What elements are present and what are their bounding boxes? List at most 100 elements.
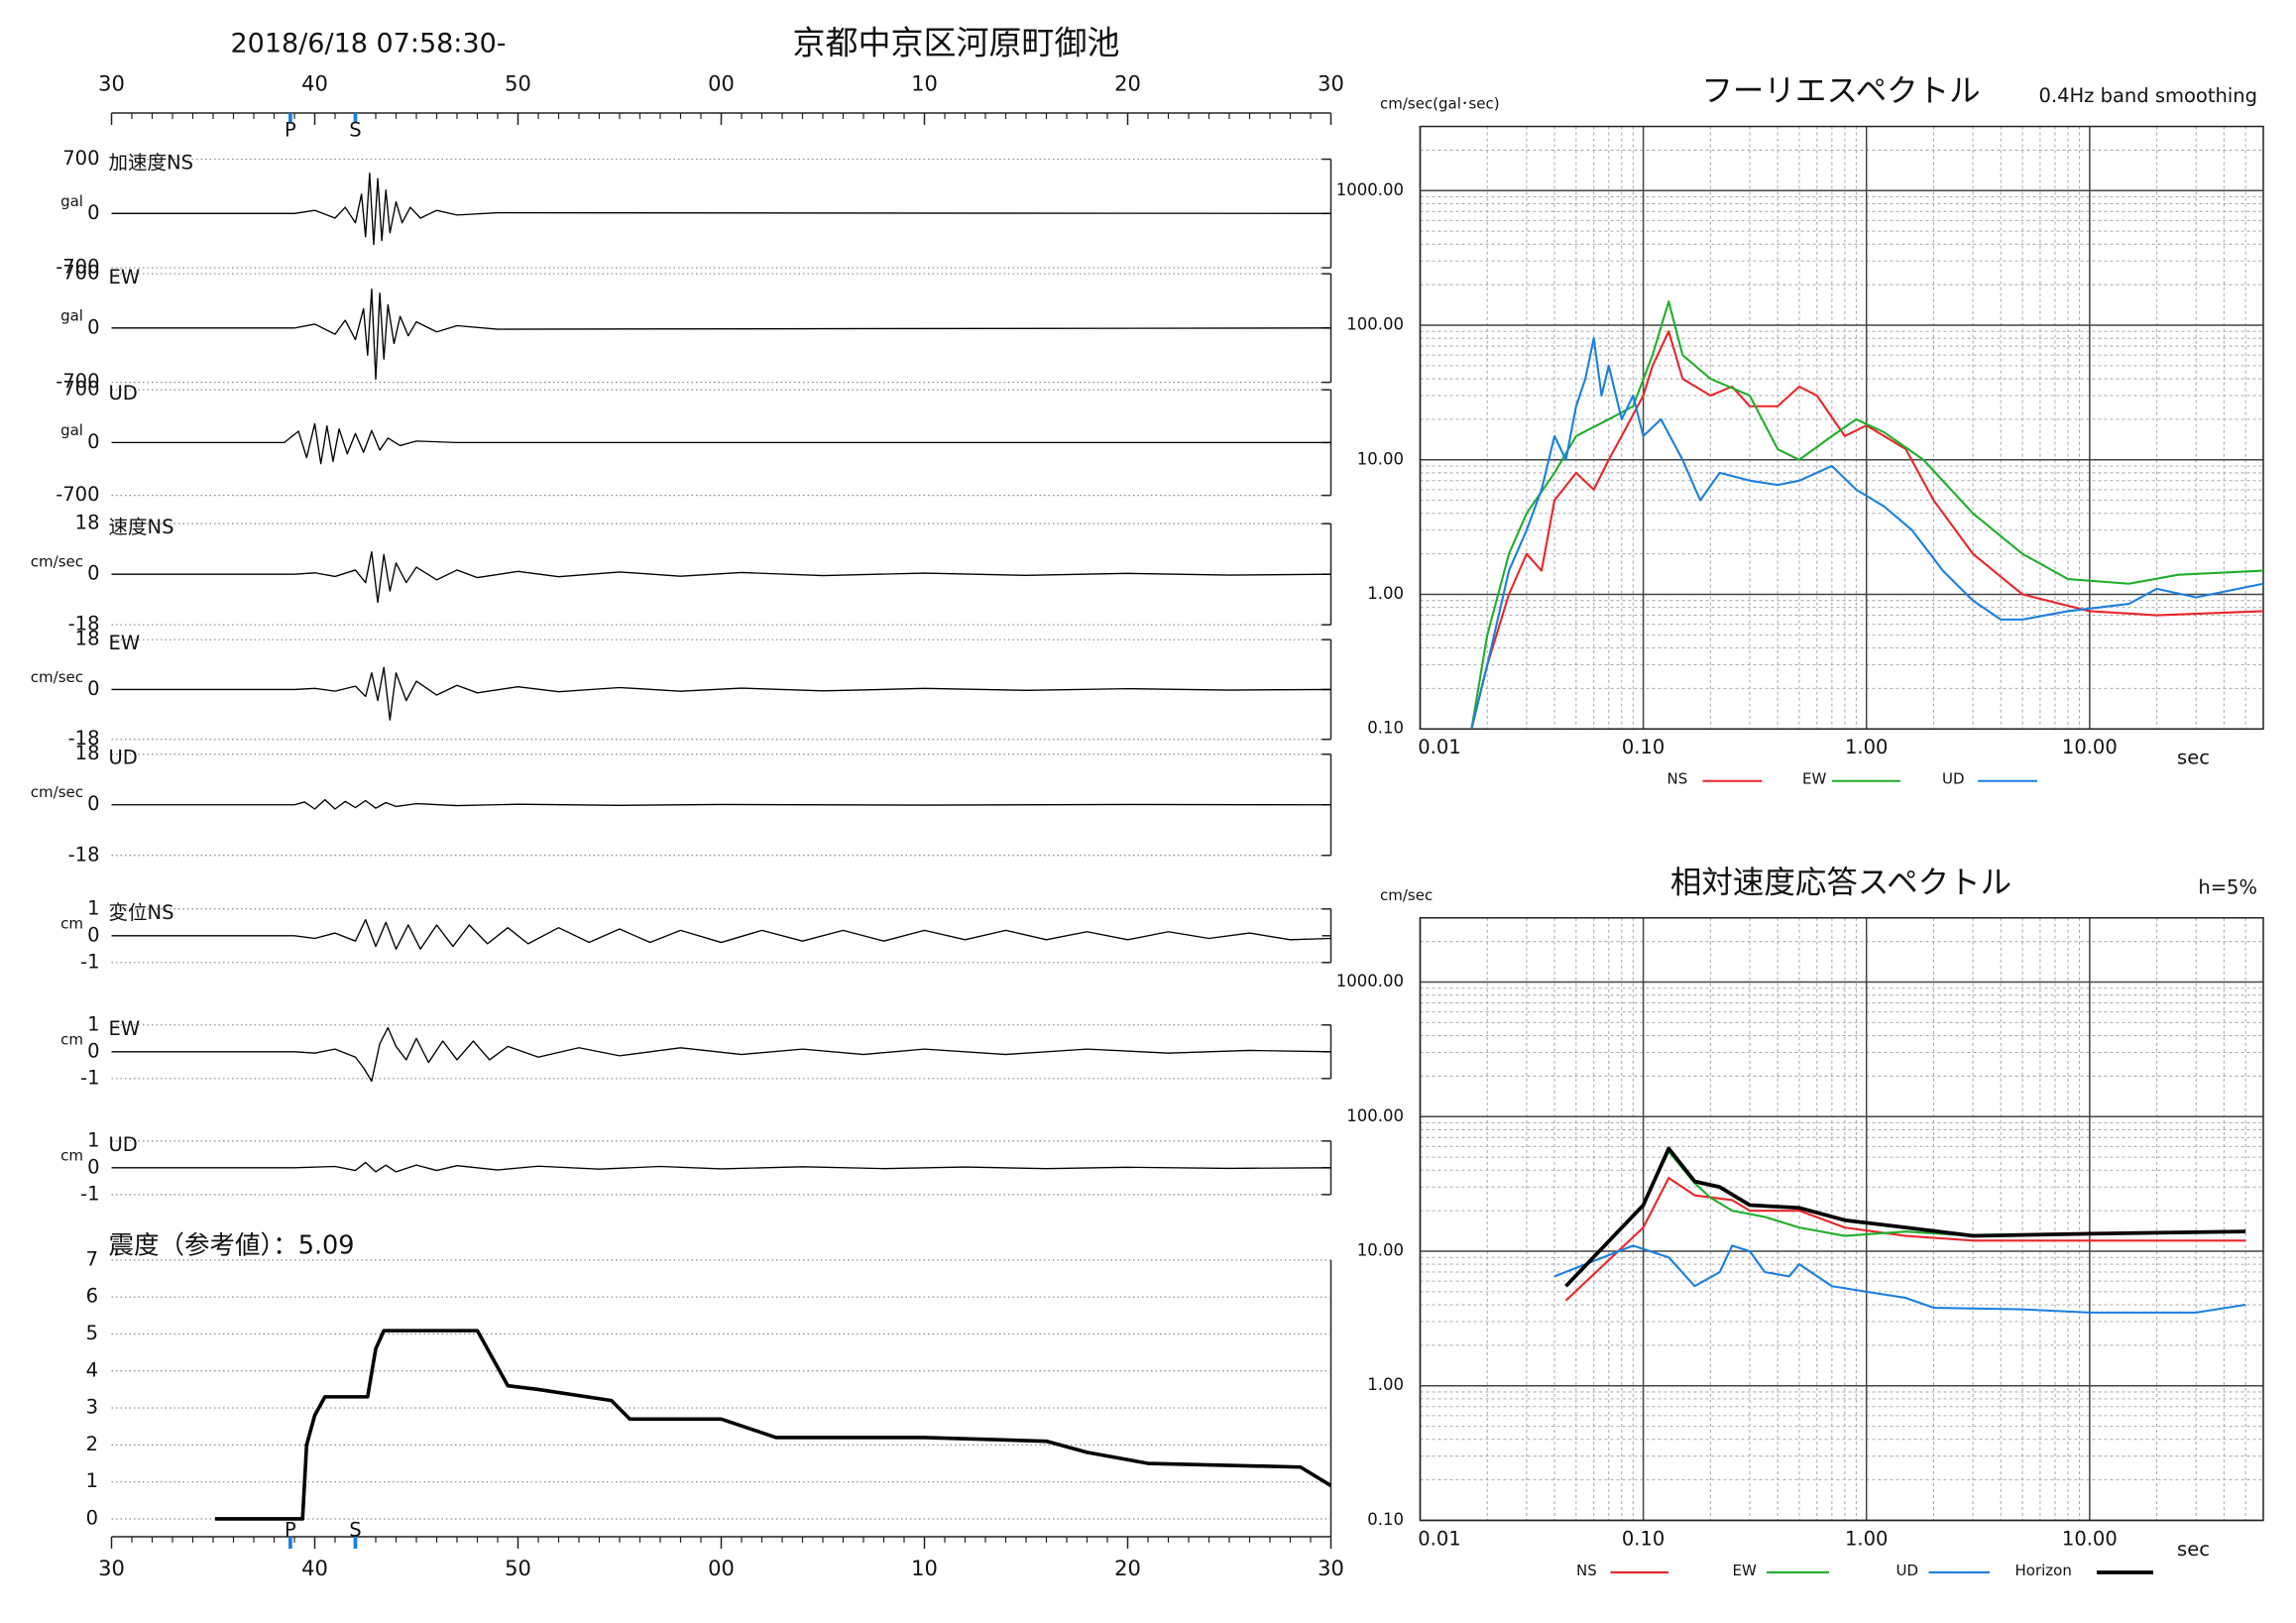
legend-label: UD	[1895, 1562, 1918, 1579]
trace-label: EW	[108, 632, 140, 654]
y-tick-label: -700	[56, 256, 99, 279]
spectrum-line	[1564, 1150, 2246, 1287]
trace-label: EW	[108, 266, 140, 289]
time-tick-label: 20	[1114, 1557, 1141, 1580]
time-tick-label: 00	[708, 1557, 735, 1580]
trace-label: 加速度NS	[108, 152, 192, 174]
legend-label: Horizon	[2014, 1562, 2071, 1579]
y-tick-label: 0	[87, 1155, 99, 1178]
unit-label: cm/sec	[31, 553, 83, 571]
y-tick-label: -18	[68, 727, 100, 750]
time-tick-label: 30	[1318, 72, 1344, 96]
time-tick-label: 40	[301, 1557, 328, 1580]
y-tick-label: 700	[62, 262, 99, 285]
y-tick-label: 1	[87, 1012, 99, 1035]
y-axis-label: cm/sec	[1380, 886, 1433, 904]
spectrum-line	[1470, 337, 2264, 730]
y-tick-label: 0	[87, 1039, 99, 1062]
y-tick-label: 1	[87, 896, 99, 919]
y-tick-label: 0	[87, 315, 99, 338]
y-tick-label: -1	[80, 950, 99, 973]
intensity-line	[215, 1329, 1332, 1521]
unit-label: cm/sec	[31, 668, 83, 686]
y-tick-label: -700	[56, 483, 99, 506]
legend-label: NS	[1576, 1562, 1597, 1579]
y-tick-label: 0	[87, 923, 99, 946]
trace-label: 変位NS	[108, 901, 173, 924]
y-tick-label: 3	[86, 1396, 98, 1419]
trace-label: 速度NS	[108, 516, 173, 538]
y-tick-label: 1.00	[1367, 1375, 1404, 1394]
phase-label: P	[285, 1518, 296, 1541]
y-tick-label: 0.10	[1367, 1510, 1404, 1529]
time-tick-label: 00	[708, 72, 735, 96]
x-tick-label: 10.00	[2062, 736, 2118, 758]
unit-label: cm	[60, 1146, 83, 1164]
y-tick-label: 0	[87, 792, 99, 815]
time-tick-label: 30	[1318, 1557, 1344, 1580]
time-tick-label: 30	[98, 72, 125, 96]
legend-label: EW	[1733, 1562, 1757, 1579]
y-tick-label: 10.00	[1357, 449, 1404, 468]
time-tick-label: 50	[505, 72, 531, 96]
time-tick-label: 30	[98, 1557, 125, 1580]
y-tick-label: 7	[86, 1247, 98, 1270]
time-tick-label: 10	[911, 1557, 938, 1580]
trace-label: UD	[108, 1133, 137, 1156]
y-tick-label: 100.00	[1346, 315, 1404, 334]
x-tick-label: 10.00	[2062, 1527, 2118, 1550]
unit-label: cm/sec	[31, 783, 83, 801]
spectrum-line	[1564, 1177, 2246, 1302]
waveform	[111, 289, 1331, 381]
waveform	[111, 422, 1331, 465]
station-name: 京都中京区河原町御池	[793, 24, 1120, 62]
trace-label: EW	[108, 1017, 140, 1040]
phase-label: S	[349, 119, 361, 142]
y-tick-label: 2	[86, 1433, 98, 1455]
spectrum-subtitle: h=5%	[2198, 875, 2257, 898]
y-axis-label: cm/sec(gal･sec)	[1380, 95, 1500, 113]
y-tick-label: 5	[86, 1322, 98, 1344]
waveform	[111, 1161, 1331, 1173]
legend-label: UD	[1942, 770, 1965, 788]
x-tick-label: 1.00	[1845, 736, 1888, 758]
y-tick-label: -1	[80, 1182, 99, 1205]
unit-label: gal	[60, 306, 83, 324]
spectrum-line	[1470, 300, 2264, 730]
unit-label: cm	[60, 1030, 83, 1048]
unit-label: gal	[60, 192, 83, 210]
plot-frame	[1419, 125, 2264, 730]
waveform	[111, 172, 1331, 246]
spectrum-subtitle: 0.4Hz band smoothing	[2038, 84, 2257, 107]
y-tick-label: 6	[86, 1285, 98, 1308]
y-tick-label: 1000.00	[1336, 972, 1404, 990]
x-axis-label: sec	[2177, 747, 2210, 769]
legend-label: NS	[1667, 770, 1688, 788]
y-tick-label: 0	[87, 201, 99, 224]
time-tick-label: 10	[911, 72, 938, 96]
unit-label: gal	[60, 421, 83, 439]
time-tick-label: 50	[505, 1557, 531, 1580]
phase-label: P	[285, 119, 296, 142]
waveform	[111, 666, 1331, 721]
x-tick-label: 0.10	[1622, 736, 1665, 758]
time-tick-label: 20	[1114, 72, 1141, 96]
y-tick-label: 0	[87, 562, 99, 585]
y-tick-label: 4	[86, 1358, 98, 1381]
plot-frame	[1419, 917, 2264, 1522]
y-tick-label: 18	[75, 742, 100, 764]
y-tick-label: 0	[87, 430, 99, 453]
y-tick-label: 10.00	[1357, 1241, 1404, 1260]
y-tick-label: 18	[75, 512, 100, 534]
record-datetime: 2018/6/18 07:58:30-	[230, 29, 506, 59]
y-tick-label: 1.00	[1367, 584, 1404, 603]
y-tick-label: 0	[86, 1506, 98, 1529]
x-tick-label: 0.01	[1418, 1527, 1460, 1550]
y-tick-label: 0	[87, 677, 99, 700]
time-tick-label: 40	[301, 72, 328, 96]
y-tick-label: 700	[62, 147, 99, 170]
y-tick-label: 1	[87, 1128, 99, 1151]
legend-label: EW	[1802, 770, 1826, 788]
x-tick-label: 0.10	[1622, 1527, 1665, 1550]
spectrum-line	[1553, 1244, 2246, 1314]
